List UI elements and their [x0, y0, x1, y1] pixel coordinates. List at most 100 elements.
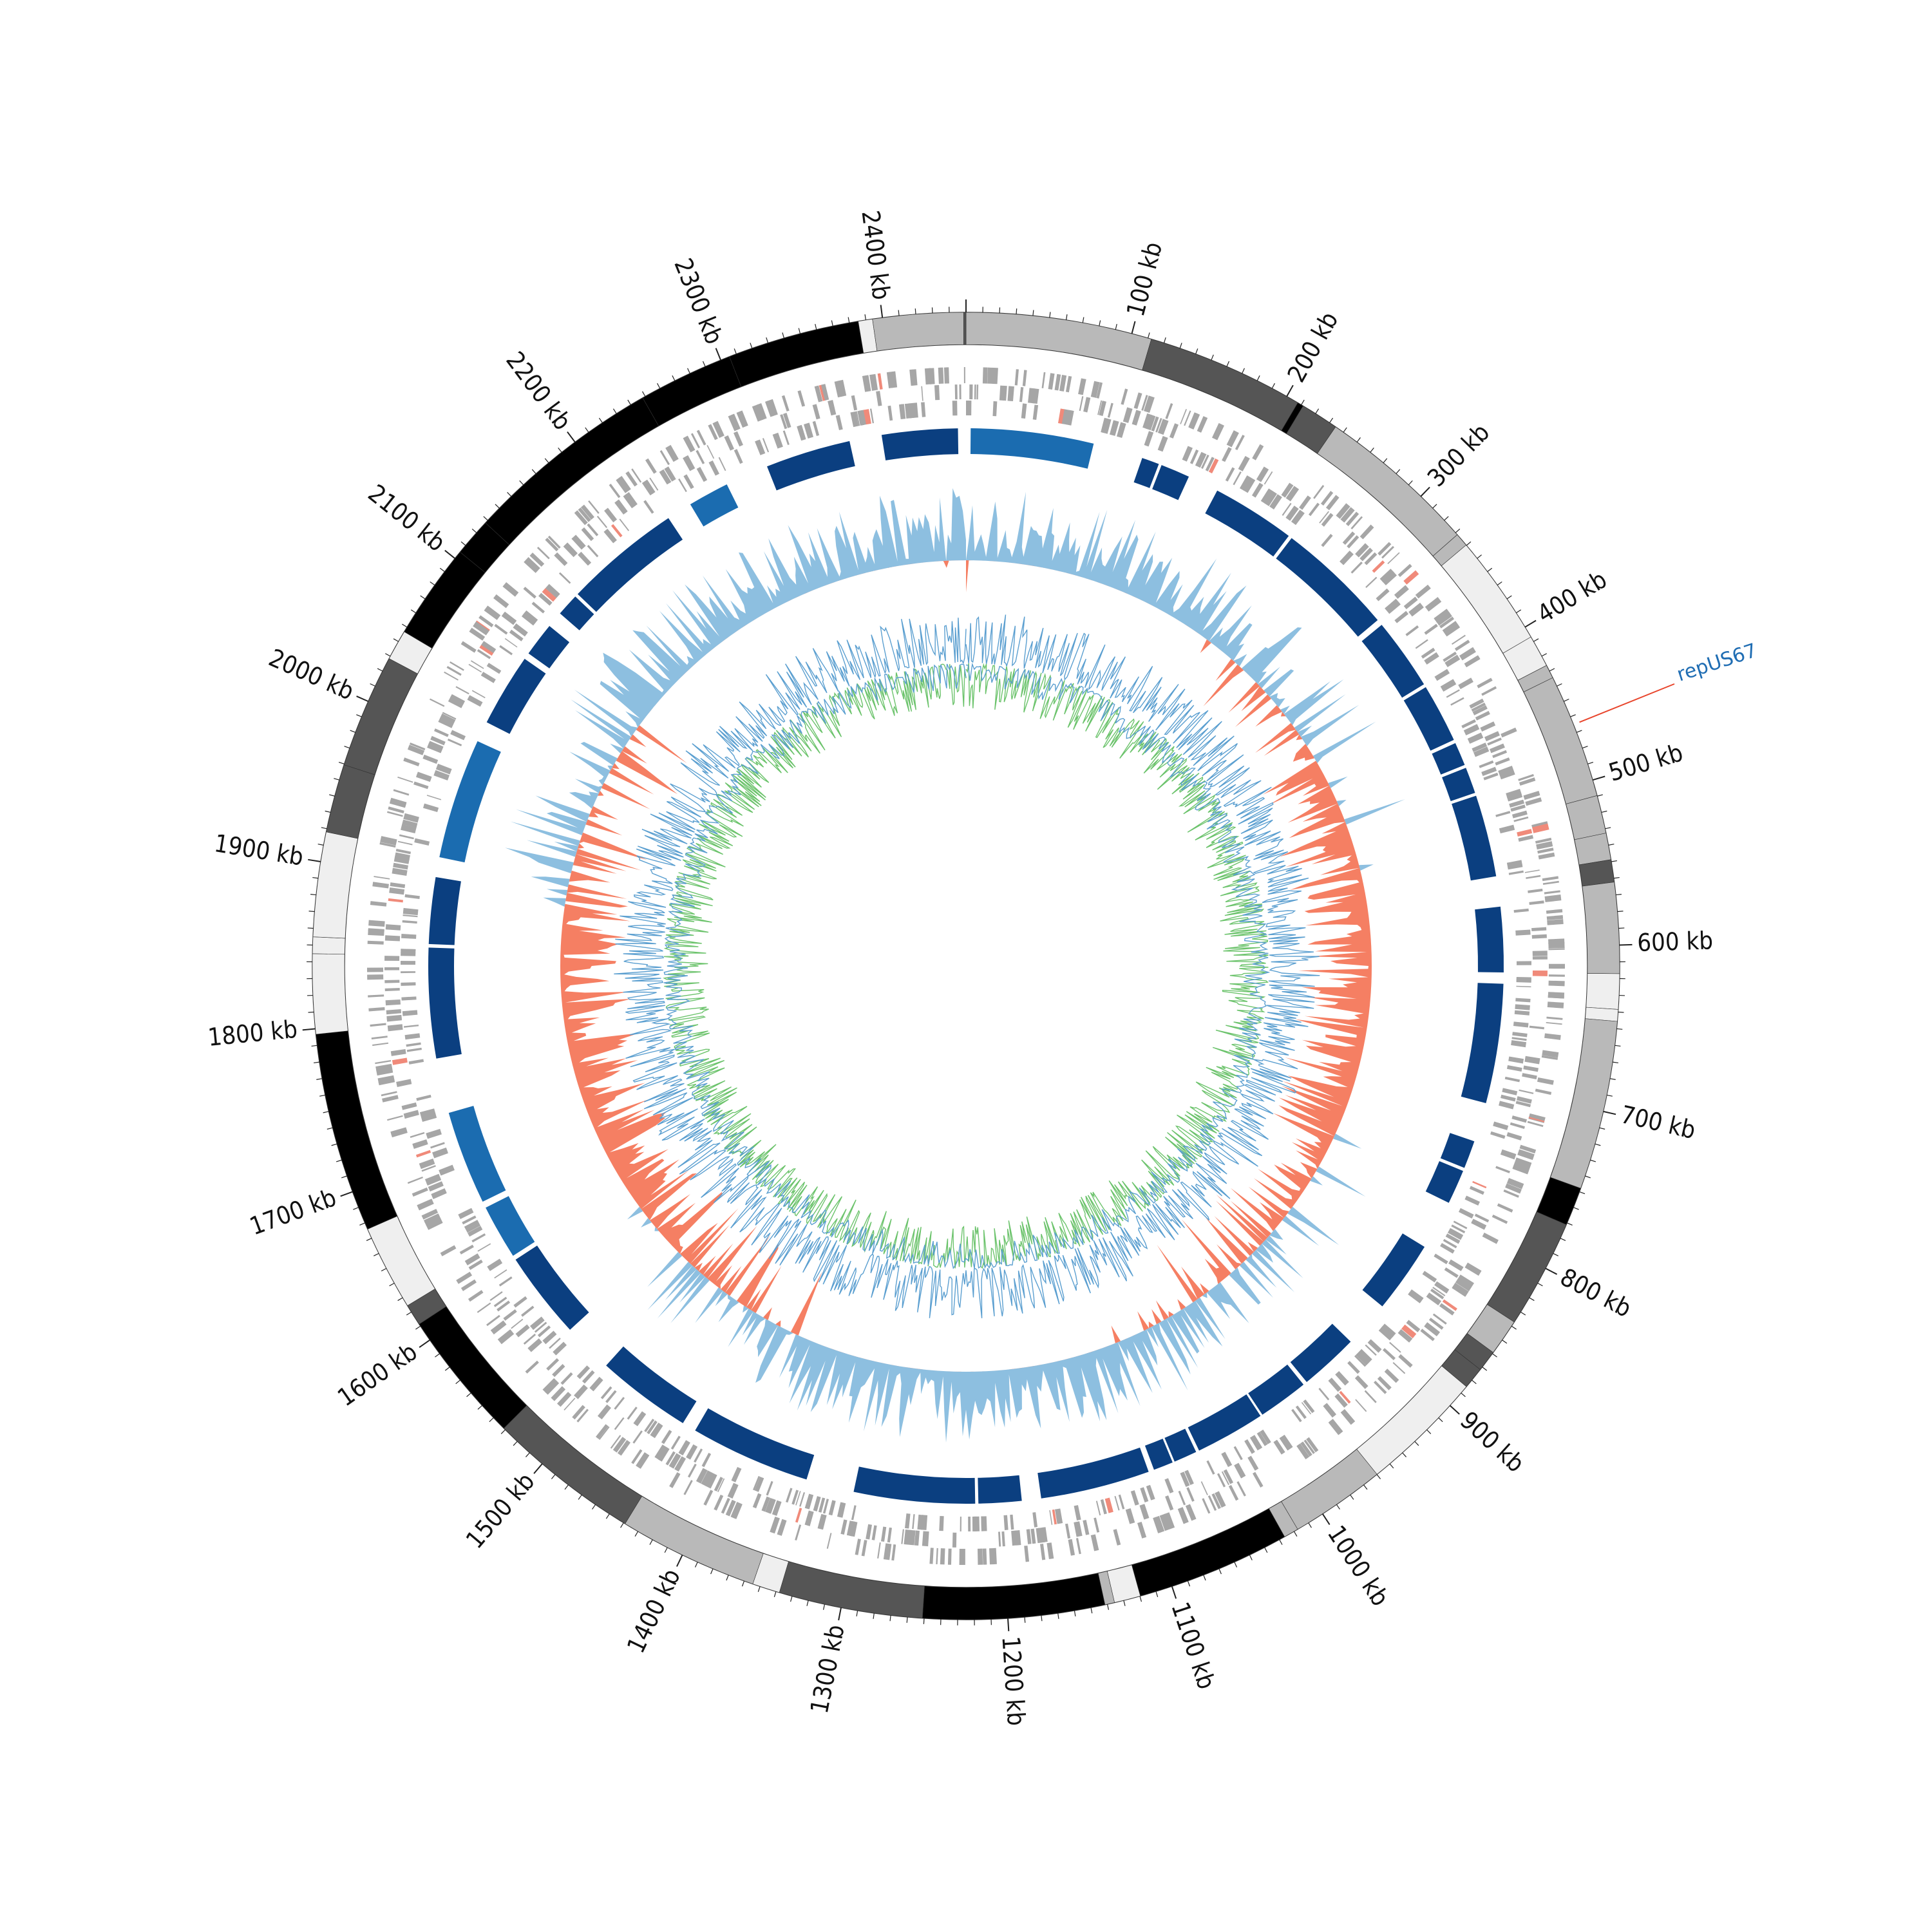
cds-feature [703, 1490, 714, 1506]
scale-tick [308, 911, 315, 913]
cds-feature [1355, 543, 1369, 558]
scale-tick [377, 668, 383, 672]
scale-tick [308, 858, 321, 862]
cds-feature [696, 450, 705, 464]
cds-ring [367, 367, 1565, 1565]
scale-tick [1343, 427, 1347, 433]
homology-block [1361, 625, 1425, 698]
cds-feature [1483, 772, 1499, 781]
cds-feature [1522, 1073, 1537, 1080]
cds-feature [643, 500, 654, 514]
cds-feature [386, 1009, 402, 1015]
contig-segment [1550, 1018, 1618, 1189]
homology-block [1133, 458, 1159, 488]
cds-feature [416, 1094, 431, 1101]
cds-feature [377, 1075, 394, 1081]
scale-tick [1179, 343, 1182, 349]
cds-feature [1532, 956, 1548, 960]
cds-feature [1189, 449, 1199, 464]
cds-feature [1542, 1050, 1559, 1058]
cds-feature [1497, 1203, 1513, 1213]
scale-tick [1195, 348, 1198, 354]
cds-feature [1379, 569, 1394, 583]
cds-feature [1365, 1344, 1377, 1356]
cds-feature [1457, 1274, 1474, 1289]
cds-feature [1531, 934, 1547, 939]
scale-tick [370, 683, 375, 687]
cds-feature [546, 1358, 560, 1371]
homology-block [1290, 1323, 1351, 1383]
cds-feature [721, 1497, 730, 1514]
cds-feature [1372, 560, 1385, 573]
cds-feature [1516, 978, 1531, 983]
cds-feature [446, 666, 462, 676]
contig-ring [312, 312, 1620, 1620]
cds-feature [484, 605, 501, 620]
cds-feature [921, 402, 926, 417]
cds-feature [619, 476, 631, 491]
scale-tick [1541, 653, 1548, 657]
cds-feature [1397, 1329, 1413, 1343]
cds-feature [1442, 1299, 1457, 1311]
cds-feature [578, 551, 592, 566]
scale-tick [649, 1539, 653, 1545]
cds-feature [912, 369, 918, 386]
scale-tick [1315, 408, 1320, 414]
cds-feature [1074, 1521, 1083, 1537]
cds-feature [1526, 875, 1541, 879]
gc-content-green-inward [663, 663, 1269, 1269]
cds-feature [1381, 571, 1397, 585]
cds-feature [1528, 888, 1543, 893]
scale-tick [1226, 361, 1230, 367]
cds-feature [1355, 1399, 1367, 1412]
cds-feature [545, 1380, 560, 1395]
cds-feature [1001, 1531, 1005, 1547]
cds-feature [708, 424, 718, 440]
cds-feature [374, 876, 390, 880]
cds-feature [1164, 1478, 1174, 1493]
cds-feature [1336, 503, 1350, 519]
cds-feature [1430, 1289, 1444, 1300]
cds-feature [1059, 375, 1067, 392]
cds-feature [625, 471, 638, 487]
scale-tick [308, 1011, 314, 1013]
cds-feature [1501, 727, 1517, 738]
contig-segment [1441, 544, 1531, 654]
scale-tick [483, 516, 488, 521]
cds-feature [1041, 372, 1046, 389]
cds-feature [401, 971, 416, 974]
cds-feature [479, 644, 494, 656]
cds-feature [871, 1525, 877, 1540]
scale-tick [1477, 554, 1482, 559]
scale-tick [1256, 375, 1260, 381]
homology-block [1362, 1233, 1425, 1307]
cds-feature [1481, 686, 1497, 696]
cds-feature [1436, 612, 1452, 626]
cds-feature [755, 440, 764, 455]
cds-feature [686, 1444, 698, 1460]
cds-feature [408, 1059, 424, 1065]
cds-feature [416, 772, 432, 781]
cds-feature [731, 1466, 742, 1482]
cds-feature [466, 1223, 481, 1233]
cds-feature [756, 403, 767, 421]
cds-feature [1415, 584, 1431, 599]
cds-feature [525, 1360, 539, 1374]
cds-feature [1239, 475, 1251, 491]
cds-feature [1548, 994, 1564, 999]
cds-feature [1501, 1094, 1516, 1102]
cds-feature [1535, 837, 1552, 844]
cds-feature [757, 439, 766, 455]
cds-feature [403, 1110, 419, 1119]
cds-feature [1094, 1517, 1100, 1533]
cds-feature [403, 813, 419, 823]
scale-tick [323, 1111, 329, 1113]
cds-feature [1547, 922, 1564, 925]
cds-feature [717, 1478, 725, 1493]
cds-feature [1313, 485, 1325, 499]
cds-feature [766, 399, 778, 417]
cds-feature [503, 611, 517, 623]
cds-feature [611, 524, 623, 538]
scale-tick [1350, 1494, 1354, 1500]
cds-feature [385, 924, 401, 931]
